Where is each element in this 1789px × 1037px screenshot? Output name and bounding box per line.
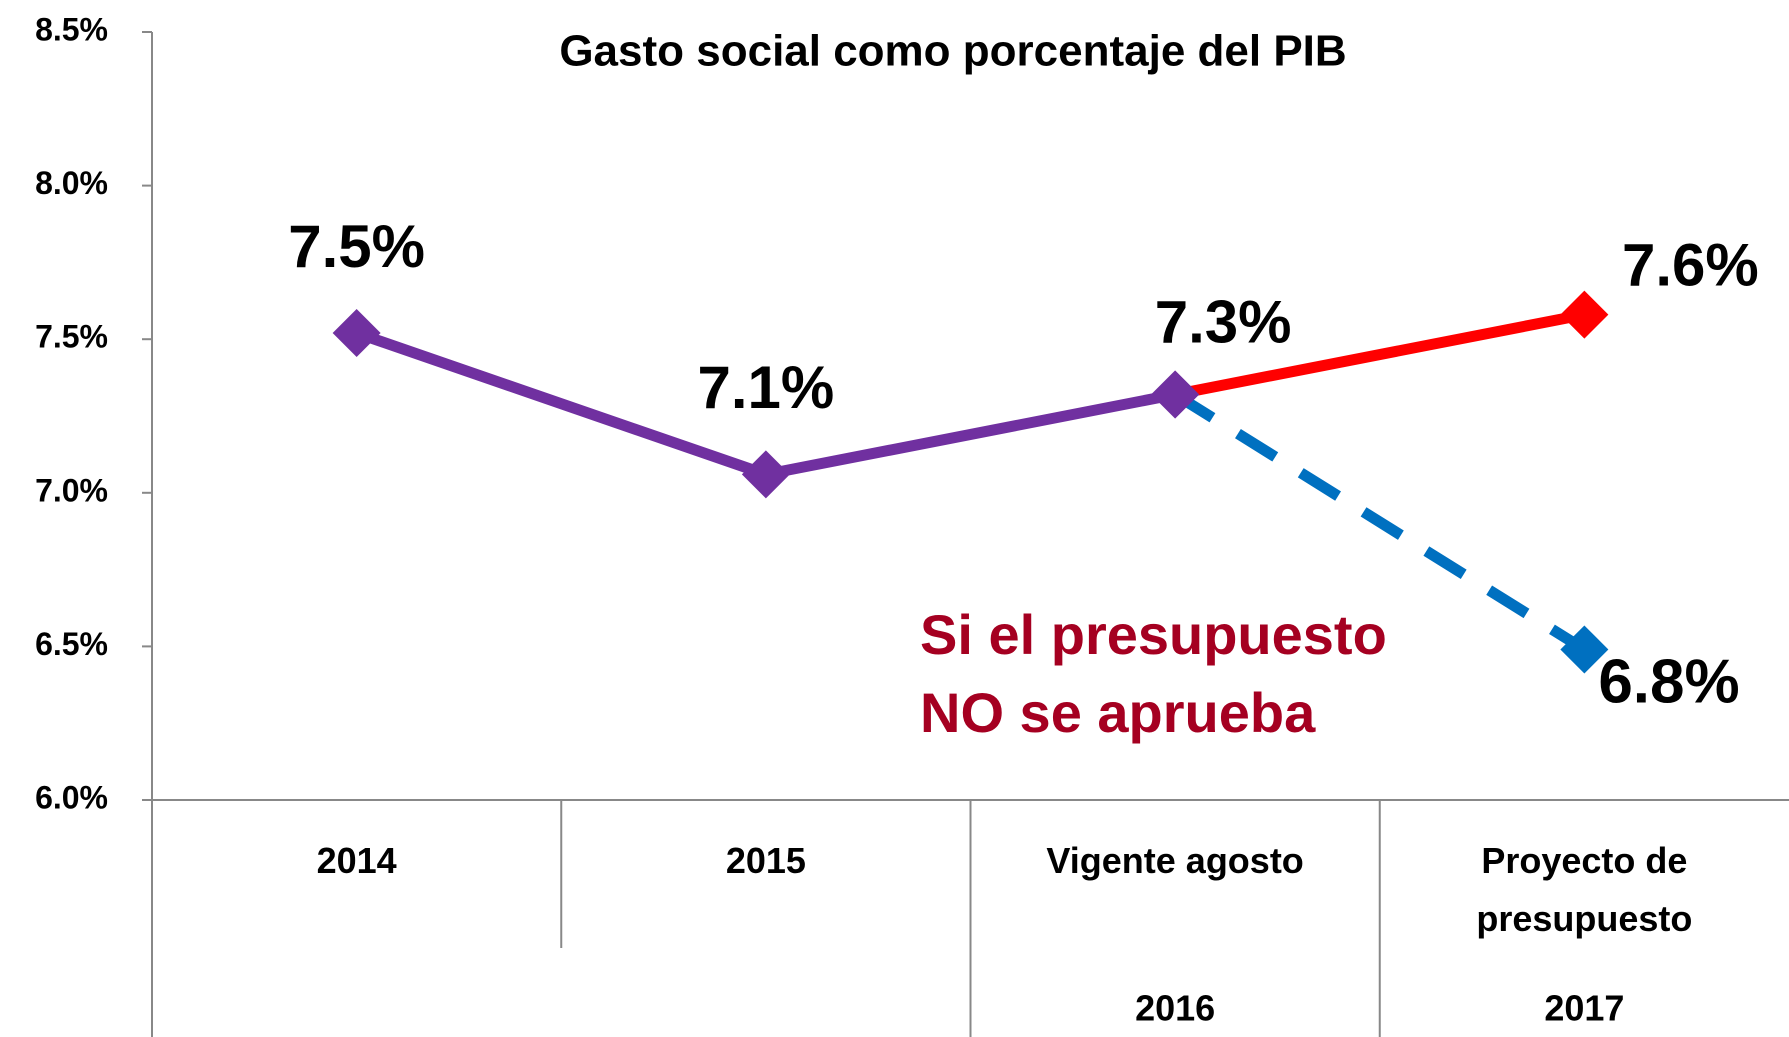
marker [741, 450, 790, 499]
annotation: NO se aprueba [920, 681, 1316, 744]
x-tick-label: Proyecto de presupuesto [1476, 840, 1693, 939]
series-line [1174, 309, 1586, 400]
annotation: 6.8% [1598, 647, 1739, 716]
marker [1560, 625, 1609, 674]
x-tick-label: Vigente agosto [1046, 840, 1304, 881]
marker [332, 309, 381, 358]
marker [1151, 370, 1200, 419]
data-label: 7.1% [697, 354, 834, 421]
y-tick-label: 6.5% [35, 626, 108, 662]
y-tick-label: 7.0% [35, 472, 108, 508]
x-group-label: 2017 [1544, 988, 1624, 1029]
x-group-label: 2016 [1135, 988, 1215, 1029]
x-tick-label: 2015 [725, 840, 806, 881]
annotation: Si el presupuesto [920, 603, 1387, 666]
marker [1560, 290, 1609, 339]
data-label: 7.5% [288, 213, 425, 280]
data-label: 7.6% [1622, 231, 1759, 298]
y-tick-label: 6.0% [35, 779, 108, 815]
y-tick-label: 7.5% [35, 319, 108, 355]
y-tick-label: 8.0% [35, 165, 108, 201]
chart-title: Gasto social como porcentaje del PIB [559, 27, 1346, 76]
series-line [1172, 389, 1588, 655]
y-tick-label: 8.5% [35, 11, 108, 47]
data-label: 7.3% [1155, 288, 1292, 355]
x-tick-label: 2014 [316, 840, 397, 881]
